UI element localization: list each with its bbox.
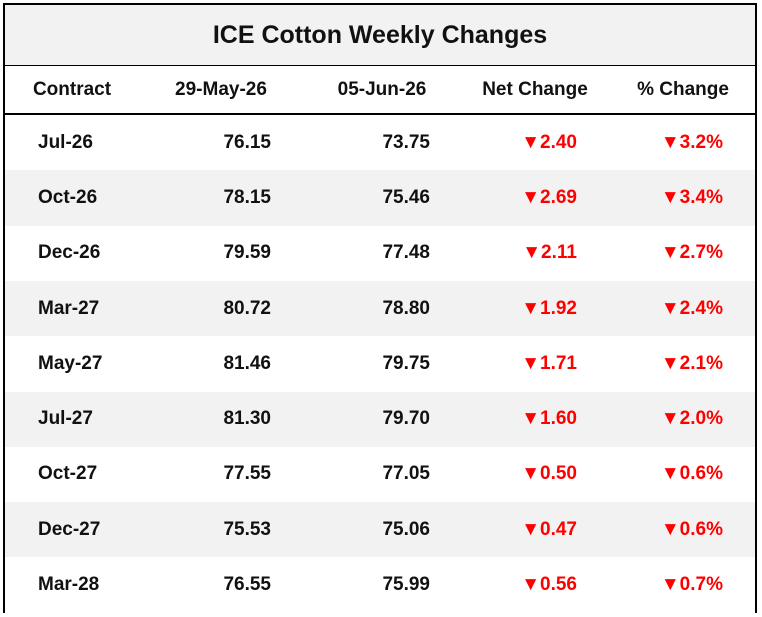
change-cell: ▼2.0%	[660, 408, 723, 430]
change-cell: ▼2.40	[521, 131, 577, 153]
header-row: Contract 29-May-26 05-Jun-26 Net Change % Ch…	[5, 66, 755, 115]
table-row: Oct-27 77.55 77.05 ▼0.50 ▼0.6%	[5, 446, 755, 503]
contract-cell: Dec-27	[38, 518, 101, 540]
change-cell: ▼0.7%	[660, 574, 723, 596]
contract-cell: Dec-26	[38, 242, 101, 264]
contract-cell: Oct-26	[38, 186, 98, 208]
change-cell: ▼0.50	[521, 463, 577, 485]
price-cell: 75.53	[223, 518, 271, 540]
price-cell: 76.55	[223, 574, 271, 596]
price-cell: 78.15	[223, 186, 271, 208]
change-cell: ▼1.60	[521, 408, 577, 430]
column-header: Net Change	[482, 78, 588, 100]
price-cell: 77.05	[382, 463, 430, 485]
change-cell: ▼0.56	[521, 574, 577, 596]
change-cell: ▼3.4%	[660, 186, 723, 208]
change-cell: ▼1.92	[521, 297, 577, 319]
table-row: Jul-27 81.30 79.70 ▼1.60 ▼2.0%	[5, 391, 755, 447]
price-cell: 79.75	[382, 352, 430, 374]
contract-cell: Jul-26	[38, 131, 93, 153]
table-row: Jul-26 76.15 73.75 ▼2.40 ▼3.2%	[5, 115, 755, 171]
change-cell: ▼2.69	[521, 186, 577, 208]
contract-cell: Oct-27	[38, 463, 98, 485]
change-cell: ▼0.6%	[660, 518, 723, 540]
table-row: Dec-26 79.59 77.48 ▼2.11 ▼2.7%	[5, 225, 755, 281]
table-row: Oct-26 78.15 75.46 ▼2.69 ▼3.4%	[5, 170, 755, 226]
change-cell: ▼0.47	[521, 518, 577, 540]
column-header: Contract	[32, 78, 112, 100]
price-cell: 79.70	[382, 408, 430, 430]
column-header: % Change	[637, 78, 729, 100]
table-row: May-27 81.46 79.75 ▼1.71 ▼2.1%	[5, 336, 755, 392]
change-cell: ▼2.1%	[660, 352, 723, 374]
price-cell: 73.75	[382, 131, 430, 153]
price-cell: 76.15	[223, 131, 271, 153]
price-cell: 78.80	[382, 297, 430, 319]
column-header: 05-Jun-26	[337, 78, 427, 100]
table-row: Mar-28 76.55 75.99 ▼0.56 ▼0.7%	[5, 557, 755, 613]
contract-cell: Jul-27	[38, 408, 93, 430]
price-cell: 81.46	[223, 352, 271, 374]
price-cell: 77.55	[223, 463, 271, 485]
change-cell: ▼2.7%	[660, 242, 723, 264]
change-cell: ▼2.11	[522, 242, 577, 264]
change-cell: ▼0.6%	[660, 463, 723, 485]
price-cell: 77.48	[382, 242, 430, 264]
table-row: Dec-27 75.53 75.06 ▼0.47 ▼0.6%	[5, 502, 755, 558]
change-cell: ▼2.4%	[660, 297, 723, 319]
table-title: ICE Cotton Weekly Changes	[5, 5, 755, 66]
price-cell: 75.06	[382, 518, 430, 540]
price-cell: 79.59	[223, 242, 271, 264]
contract-cell: Mar-27	[38, 297, 100, 319]
change-cell: ▼3.2%	[660, 131, 723, 153]
price-cell: 75.46	[382, 186, 430, 208]
price-cell: 75.99	[382, 574, 430, 596]
contract-cell: Mar-28	[38, 574, 100, 596]
price-cell: 80.72	[223, 297, 271, 319]
change-cell: ▼1.71	[521, 352, 577, 374]
table-frame: ICE Cotton Weekly Changes Contract 29-May…	[3, 3, 757, 613]
contract-cell: May-27	[38, 352, 103, 374]
price-cell: 81.30	[223, 408, 271, 430]
table-row: Mar-27 80.72 78.80 ▼1.92 ▼2.4%	[5, 280, 755, 337]
column-header: 29-May-26	[175, 78, 267, 100]
